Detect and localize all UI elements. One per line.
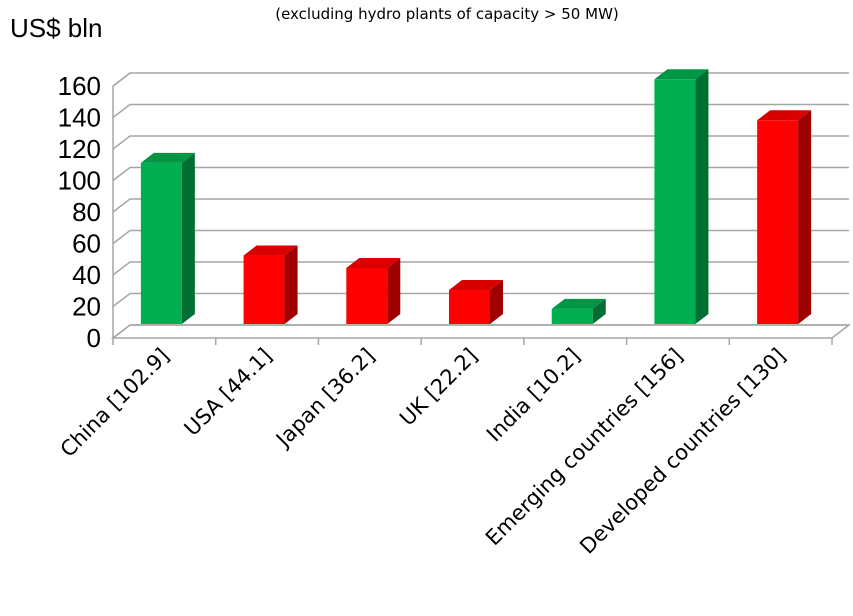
bar-top <box>346 257 401 268</box>
x-tick-label: Japan [36.2] <box>270 344 379 453</box>
bar <box>449 280 503 324</box>
bar-top <box>449 280 503 291</box>
y-tick-label: 60 <box>72 229 101 259</box>
gridline <box>112 292 849 308</box>
bar-side <box>387 257 401 324</box>
bar <box>346 257 401 324</box>
bar-front <box>243 255 285 324</box>
gridline <box>112 261 849 276</box>
x-tick-label: China [102.9] <box>56 344 174 462</box>
bar <box>654 69 709 324</box>
bar-front <box>140 162 182 324</box>
gridline <box>112 72 849 87</box>
bar-front <box>757 120 799 324</box>
y-tick-label: 140 <box>58 103 101 133</box>
bar-front <box>654 79 696 324</box>
x-axis-ticks: China [102.9] USA [44.1]Japan [36.2] UK [2… <box>56 344 790 559</box>
x-tick-label: UK [22.2] <box>395 344 482 431</box>
gridline <box>112 166 849 182</box>
bars <box>140 69 812 324</box>
bar-front <box>551 308 593 324</box>
gridline <box>112 324 849 339</box>
chart-floor <box>110 324 852 345</box>
y-tick-label: 80 <box>72 197 101 227</box>
bar <box>551 298 606 324</box>
bar-top <box>243 245 298 256</box>
y-tick-label: 0 <box>87 323 101 353</box>
x-tick-label: Emerging countries [156] <box>481 344 688 551</box>
bar-side <box>798 110 812 324</box>
chart-subtitle: (excluding hydro plants of capacity > 50… <box>275 5 619 23</box>
y-tick-label: 120 <box>58 134 101 164</box>
gridline <box>112 103 849 119</box>
gridline <box>112 135 849 150</box>
bar-front <box>449 290 490 324</box>
y-tick-label: 20 <box>72 292 101 322</box>
y-tick-label: 100 <box>58 166 101 196</box>
bar-front <box>346 267 388 324</box>
x-tick-label: USA [44.1] <box>180 344 277 441</box>
x-tick-label: Developed countries [130] <box>575 344 790 559</box>
bar-side <box>695 69 709 324</box>
bar-side <box>181 152 195 324</box>
gridline <box>112 198 849 213</box>
bar <box>757 110 812 324</box>
y-tick-label: 40 <box>72 260 101 290</box>
bar-side <box>490 280 503 324</box>
bar-side <box>284 245 298 324</box>
bar-top <box>654 69 709 80</box>
gridline <box>112 229 849 245</box>
floor-plane <box>110 324 852 339</box>
bar-side <box>592 298 606 324</box>
bar-top <box>140 152 195 163</box>
bar-top <box>551 298 606 309</box>
y-axis-label: US$ bln <box>10 13 103 43</box>
bar-top <box>757 110 812 121</box>
bar <box>140 152 195 324</box>
x-tick-label: India [10.2] <box>482 344 585 447</box>
bar <box>243 245 298 324</box>
y-tick-label: 160 <box>58 71 101 101</box>
